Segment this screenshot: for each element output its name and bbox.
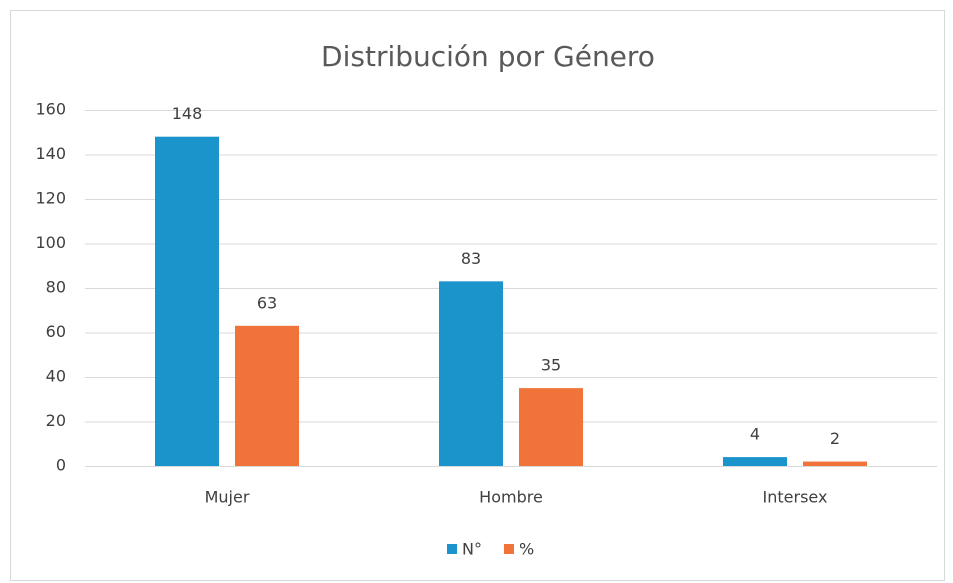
legend-label: % [519, 540, 534, 559]
bar [803, 461, 867, 466]
y-tick-label: 160 [35, 100, 66, 119]
bar [439, 281, 503, 466]
data-label: 35 [541, 356, 561, 375]
x-tick-label: Intersex [763, 488, 828, 507]
y-tick-label: 20 [46, 411, 66, 430]
y-tick-label: 100 [35, 233, 66, 252]
legend-swatch [503, 544, 514, 554]
data-label: 4 [750, 425, 760, 444]
bar [723, 457, 787, 466]
y-tick-label: 40 [46, 367, 66, 386]
y-tick-label: 0 [56, 456, 66, 475]
data-label: 63 [257, 293, 277, 312]
chart-title: Distribución por Género [321, 40, 655, 73]
legend-label: N° [462, 540, 482, 559]
data-label: 148 [172, 104, 203, 123]
bar [235, 325, 299, 466]
data-label: 2 [830, 429, 840, 448]
y-tick-label: 60 [46, 322, 66, 341]
bar [155, 136, 219, 466]
x-tick-label: Hombre [479, 488, 543, 507]
legend-swatch [447, 544, 457, 554]
y-tick-label: 140 [35, 144, 66, 163]
x-tick-label: Mujer [205, 488, 250, 507]
y-tick-label: 120 [35, 189, 66, 208]
y-tick-label: 80 [46, 278, 66, 297]
data-label: 83 [461, 249, 481, 268]
bar [519, 388, 583, 466]
